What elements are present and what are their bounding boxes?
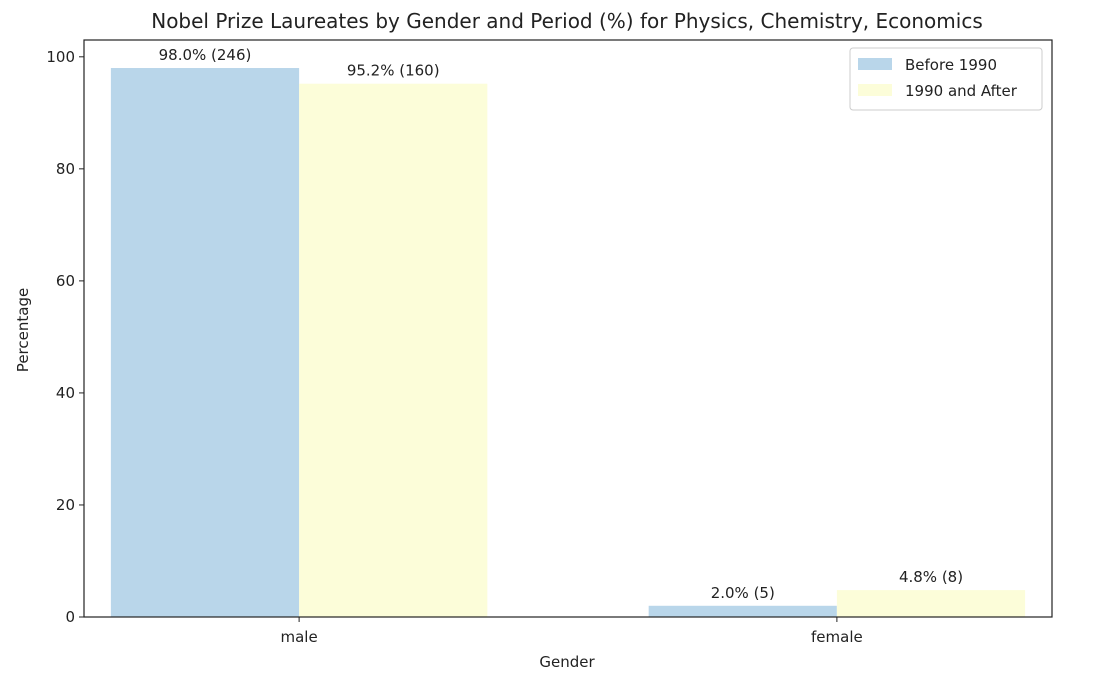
chart-title: Nobel Prize Laureates by Gender and Peri… xyxy=(151,9,983,33)
data-label: 98.0% (246) xyxy=(159,46,252,64)
data-label: 4.8% (8) xyxy=(899,568,963,586)
y-tick-label: 60 xyxy=(56,272,75,290)
data-label: 2.0% (5) xyxy=(711,584,775,602)
y-tick-label: 20 xyxy=(56,496,75,514)
y-tick-label: 100 xyxy=(46,48,75,66)
y-tick-label: 40 xyxy=(56,384,75,402)
bar-male-0 xyxy=(110,68,300,618)
x-axis: male female xyxy=(281,617,863,646)
bar-male-1 xyxy=(299,83,488,618)
x-tick-label: female xyxy=(811,628,863,646)
plot-frame xyxy=(83,39,1053,618)
legend-box xyxy=(849,47,1043,111)
y-axis-label: Percentage xyxy=(14,288,32,372)
legend-swatch xyxy=(858,84,892,96)
bar-female-1 xyxy=(836,590,1026,617)
legend-label: Before 1990 xyxy=(905,56,997,74)
legend-label: 1990 and After xyxy=(905,82,1018,100)
legend: Before 1990 1990 and After xyxy=(849,47,1043,111)
legend-swatch xyxy=(858,58,892,70)
plot-area: 98.0% (246) 95.2% (160) 2.0% (5) 4.8% (8) xyxy=(110,46,1026,618)
y-tick-label: 0 xyxy=(65,608,75,626)
x-tick-label: male xyxy=(281,628,318,646)
y-tick-label: 80 xyxy=(56,160,75,178)
data-label: 95.2% (160) xyxy=(347,62,440,80)
bar-female-0 xyxy=(648,605,837,617)
x-axis-label: Gender xyxy=(539,653,595,671)
y-axis: 0 20 40 60 80 100 xyxy=(46,48,84,626)
